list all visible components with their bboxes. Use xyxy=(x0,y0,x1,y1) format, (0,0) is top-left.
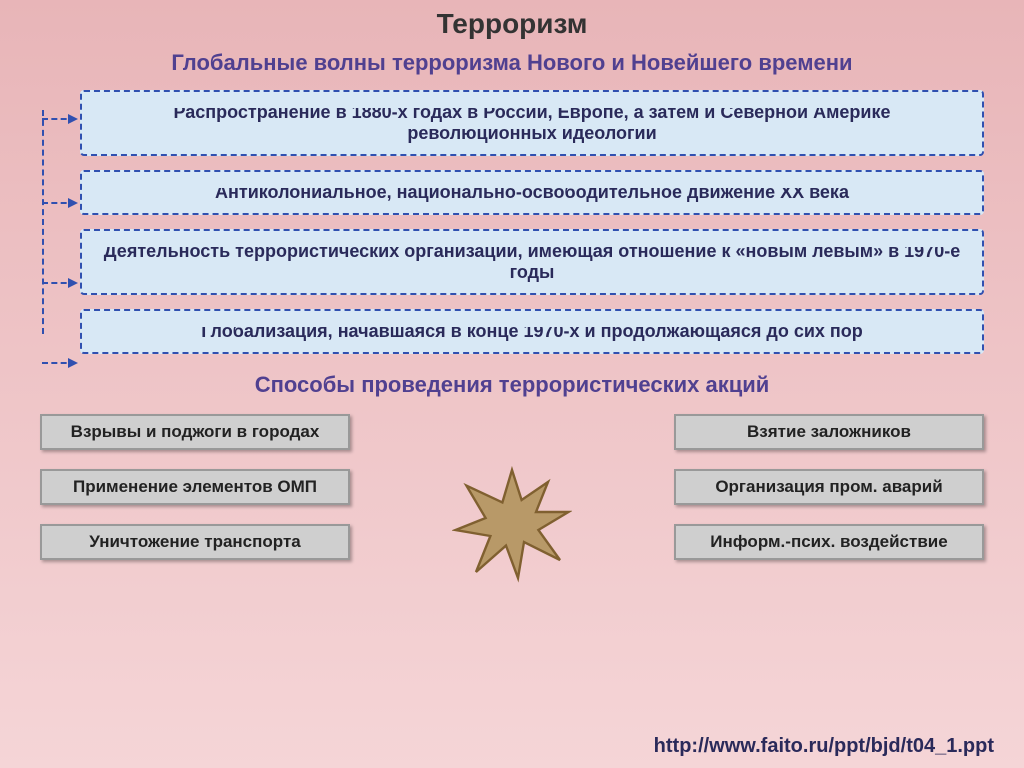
slide: Терроризм Глобальные волны терроризма Но… xyxy=(0,0,1024,768)
wave-item: Глобализация, начавшаяся в конце 1970-х … xyxy=(80,309,984,354)
methods-area: Взрывы и поджоги в городах Взятие заложн… xyxy=(20,414,1004,604)
arrow-icon xyxy=(42,202,76,204)
method-explosions: Взрывы и поджоги в городах xyxy=(40,414,350,450)
arrow-icon xyxy=(42,362,76,364)
waves-subtitle: Глобальные волны терроризма Нового и Нов… xyxy=(20,50,1004,76)
methods-subtitle: Способы проведения террористических акци… xyxy=(20,372,1004,398)
explosion-star-icon xyxy=(452,464,572,584)
method-wmd: Применение элементов ОМП xyxy=(40,469,350,505)
wave-item: Деятельность террористических организаци… xyxy=(80,229,984,295)
source-url: http://www.faito.ru/ppt/bjd/t04_1.ppt xyxy=(654,735,994,758)
method-transport: Уничтожение транспорта xyxy=(40,524,350,560)
wave-item: Распространение в 1880-х годах в России,… xyxy=(80,90,984,156)
arrow-icon xyxy=(42,282,76,284)
connector-line xyxy=(42,110,44,334)
method-psych: Информ.-псих. воздействие xyxy=(674,524,984,560)
method-industrial: Организация пром. аварий xyxy=(674,469,984,505)
wave-item: Антиколониальное, национально-освободите… xyxy=(80,170,984,215)
method-hostages: Взятие заложников xyxy=(674,414,984,450)
waves-area: Распространение в 1880-х годах в России,… xyxy=(80,90,984,354)
slide-title: Терроризм xyxy=(20,8,1004,40)
arrow-icon xyxy=(42,118,76,120)
